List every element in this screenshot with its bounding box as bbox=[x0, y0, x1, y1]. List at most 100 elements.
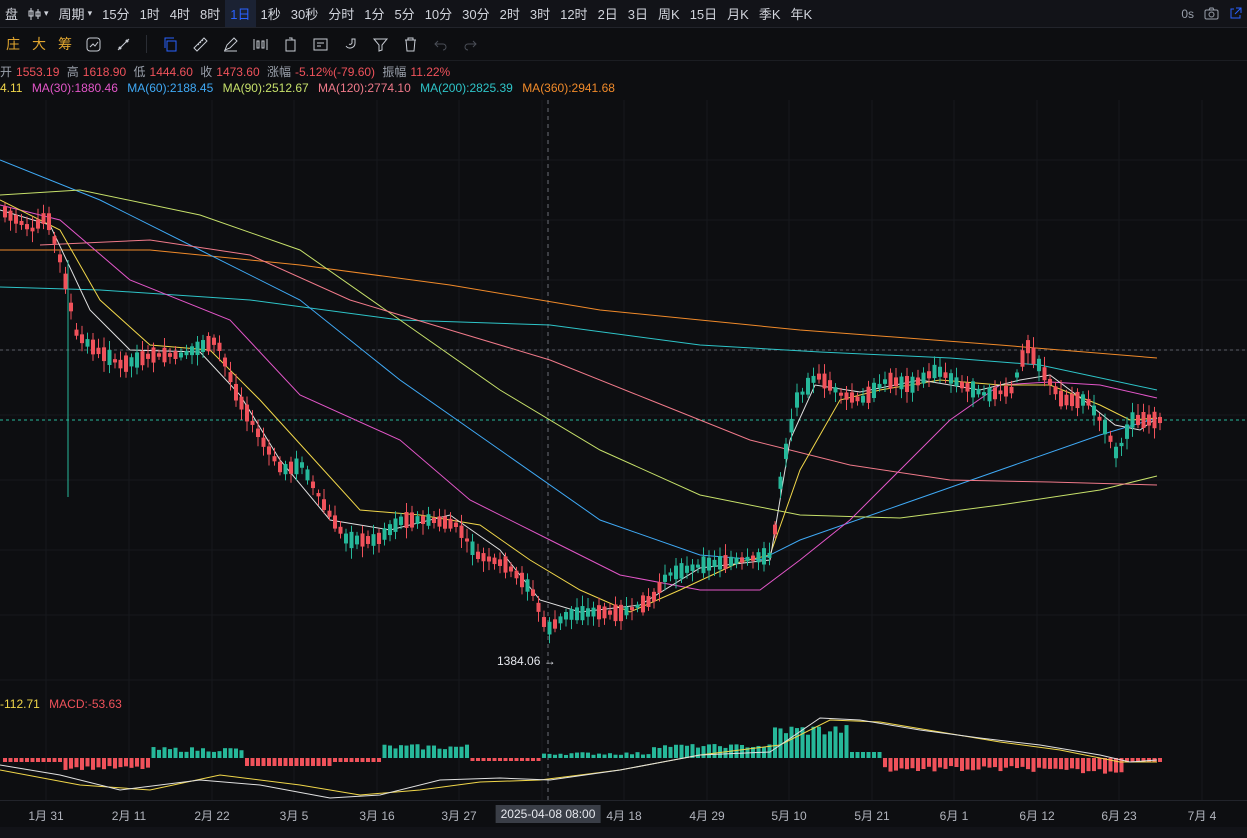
battery-button[interactable] bbox=[277, 31, 303, 57]
candle-body bbox=[371, 534, 376, 546]
period-30m[interactable]: 30分 bbox=[462, 7, 490, 22]
note-button[interactable] bbox=[307, 31, 333, 57]
copy-button[interactable] bbox=[157, 31, 183, 57]
indicator-button[interactable] bbox=[80, 31, 106, 57]
candle-body bbox=[646, 596, 651, 607]
period-1m[interactable]: 1分 bbox=[364, 7, 385, 22]
period-1h[interactable]: 1时 bbox=[139, 7, 160, 22]
price-chart[interactable] bbox=[0, 60, 1247, 800]
macd-histogram-bar bbox=[938, 758, 942, 768]
macd-histogram-bar bbox=[580, 752, 585, 758]
candle-body bbox=[437, 516, 442, 527]
period-5m[interactable]: 5分 bbox=[394, 7, 415, 22]
candle-body bbox=[960, 381, 964, 389]
macd-histogram-bar bbox=[602, 754, 607, 758]
candle-body bbox=[228, 372, 233, 383]
ruler-button[interactable] bbox=[187, 31, 213, 57]
macd-histogram-bar bbox=[817, 726, 821, 758]
candle-body bbox=[536, 602, 541, 612]
draw-line-button[interactable] bbox=[110, 31, 136, 57]
candle-style-button[interactable]: ▾ bbox=[23, 0, 54, 27]
period-week[interactable]: 周K bbox=[658, 7, 680, 22]
macd-histogram-bar bbox=[1026, 758, 1030, 770]
macd-histogram-bar bbox=[701, 746, 706, 758]
period-15d[interactable]: 15日 bbox=[689, 7, 718, 22]
candle-body bbox=[1042, 367, 1047, 381]
candle-body bbox=[25, 224, 29, 230]
macd-histogram-bar bbox=[1108, 758, 1113, 772]
arrow-right-icon: → bbox=[543, 654, 556, 668]
period-2h[interactable]: 2时 bbox=[499, 7, 520, 22]
macd-histogram-bar bbox=[575, 752, 579, 758]
candle-body bbox=[113, 359, 117, 363]
candle-body bbox=[828, 380, 832, 391]
crosshair-time-label: 2025-04-08 08:00 bbox=[495, 805, 601, 823]
macd-histogram-bar bbox=[399, 745, 403, 758]
market-tab[interactable]: 盘 bbox=[5, 7, 19, 22]
candle-body bbox=[707, 557, 711, 571]
delete-button[interactable] bbox=[397, 31, 423, 57]
candle-body bbox=[679, 563, 684, 579]
countdown-label: 0s bbox=[1181, 6, 1194, 21]
mode-zhuang[interactable]: 庄 bbox=[6, 36, 20, 52]
period-timeshare[interactable]: 分时 bbox=[328, 7, 355, 22]
macd-dif-line bbox=[0, 717, 1158, 799]
candle-body bbox=[1026, 340, 1030, 354]
open-external-button[interactable] bbox=[1224, 0, 1247, 27]
amplitude-label: 振幅 bbox=[382, 65, 407, 79]
ma200-line bbox=[0, 286, 1158, 391]
candle-body bbox=[806, 377, 810, 395]
redo-button[interactable] bbox=[457, 31, 483, 57]
macd-histogram-bar bbox=[949, 758, 953, 767]
candle-body bbox=[129, 357, 134, 367]
period-1d[interactable]: 1日 bbox=[225, 0, 256, 27]
candle-body bbox=[762, 548, 766, 565]
macd-histogram-bar bbox=[432, 745, 436, 758]
period-30s[interactable]: 30秒 bbox=[290, 7, 319, 22]
period-2d[interactable]: 2日 bbox=[597, 7, 618, 22]
macd-histogram-bar bbox=[773, 727, 777, 758]
measure-button[interactable] bbox=[247, 31, 273, 57]
candle-body bbox=[124, 355, 128, 372]
pen-button[interactable] bbox=[217, 31, 243, 57]
period-quarter[interactable]: 季K bbox=[758, 7, 781, 22]
candle-body bbox=[1004, 385, 1008, 397]
period-8h[interactable]: 8时 bbox=[200, 7, 221, 22]
xaxis-tick: 3月 16 bbox=[359, 809, 395, 823]
macd-histogram-bar bbox=[267, 758, 271, 766]
ma360-line bbox=[0, 249, 1158, 359]
period-10m[interactable]: 10分 bbox=[424, 7, 453, 22]
open-label: 开 bbox=[0, 65, 13, 79]
magnet-button[interactable] bbox=[337, 31, 363, 57]
candle-body bbox=[503, 556, 508, 573]
candle-body bbox=[470, 541, 475, 556]
period-4h[interactable]: 4时 bbox=[169, 7, 191, 22]
screenshot-button[interactable] bbox=[1199, 0, 1224, 27]
mode-da[interactable]: 大 bbox=[32, 36, 46, 52]
candle-body bbox=[778, 476, 783, 489]
candle-body bbox=[635, 604, 640, 608]
macd-histogram-bar bbox=[993, 758, 997, 768]
period-year[interactable]: 年K bbox=[790, 7, 813, 22]
filter-button[interactable] bbox=[367, 31, 393, 57]
macd-histogram-bar bbox=[41, 758, 46, 762]
candle-body bbox=[1048, 378, 1052, 386]
period-selector[interactable]: 周期 ▾ bbox=[54, 0, 98, 27]
period-1s[interactable]: 1秒 bbox=[260, 7, 281, 22]
period-month[interactable]: 月K bbox=[727, 7, 749, 22]
undo-button[interactable] bbox=[427, 31, 453, 57]
candle-body bbox=[740, 557, 744, 563]
time-axis[interactable]: 1月 31 2月 11 2月 22 3月 5 3月 16 3月 27 4月 18… bbox=[0, 800, 1247, 827]
period-12h[interactable]: 12时 bbox=[560, 7, 588, 22]
macd-histogram-bar bbox=[723, 747, 728, 758]
macd-histogram-bar bbox=[80, 758, 84, 770]
period-3d[interactable]: 3日 bbox=[627, 7, 649, 22]
candle-body bbox=[8, 210, 13, 221]
macd-histogram-bar bbox=[1031, 758, 1036, 772]
mode-chou[interactable]: 筹 bbox=[58, 36, 72, 52]
xaxis-tick: 2月 22 bbox=[194, 809, 230, 823]
period-3h[interactable]: 3时 bbox=[529, 7, 551, 22]
candle-body bbox=[388, 524, 392, 536]
ma360-value: MA(360):2941.68 bbox=[522, 81, 615, 95]
period-15m[interactable]: 15分 bbox=[102, 7, 130, 22]
